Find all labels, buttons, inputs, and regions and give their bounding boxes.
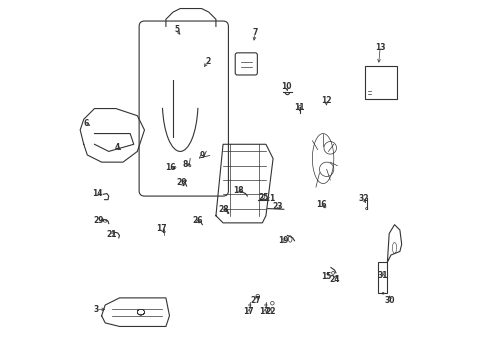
Text: 21: 21 xyxy=(106,230,117,239)
Text: 1: 1 xyxy=(268,194,273,203)
Text: 13: 13 xyxy=(374,42,385,51)
Text: 19: 19 xyxy=(277,235,288,244)
Text: 24: 24 xyxy=(329,275,340,284)
Text: 2: 2 xyxy=(205,57,210,66)
Text: 27: 27 xyxy=(250,296,261,305)
Text: 8: 8 xyxy=(182,161,187,170)
Text: 23: 23 xyxy=(272,202,283,211)
Text: 17: 17 xyxy=(259,307,270,316)
Text: 30: 30 xyxy=(384,296,395,305)
Text: 26: 26 xyxy=(192,216,202,225)
Text: 4: 4 xyxy=(115,143,120,152)
Text: 22: 22 xyxy=(264,307,275,316)
Text: 32: 32 xyxy=(358,194,368,203)
Text: 15: 15 xyxy=(320,272,330,281)
Text: 28: 28 xyxy=(218,205,229,214)
Text: 12: 12 xyxy=(320,96,330,105)
Text: 11: 11 xyxy=(293,103,304,112)
Bar xyxy=(378,262,386,293)
Text: 16: 16 xyxy=(165,163,176,172)
Text: 3: 3 xyxy=(93,305,99,314)
Text: 16: 16 xyxy=(316,200,326,209)
Text: 25: 25 xyxy=(258,193,268,202)
Text: 17: 17 xyxy=(156,224,166,233)
Text: 29: 29 xyxy=(94,216,104,225)
Text: 5: 5 xyxy=(174,25,179,34)
Text: 18: 18 xyxy=(233,185,243,194)
Text: 9: 9 xyxy=(199,151,204,160)
Text: 20: 20 xyxy=(176,178,186,187)
Text: 14: 14 xyxy=(92,189,102,198)
Text: 31: 31 xyxy=(377,271,387,280)
Text: 7: 7 xyxy=(252,28,257,37)
Text: 10: 10 xyxy=(281,82,291,91)
Text: 6: 6 xyxy=(84,119,89,128)
Text: 17: 17 xyxy=(243,307,254,316)
